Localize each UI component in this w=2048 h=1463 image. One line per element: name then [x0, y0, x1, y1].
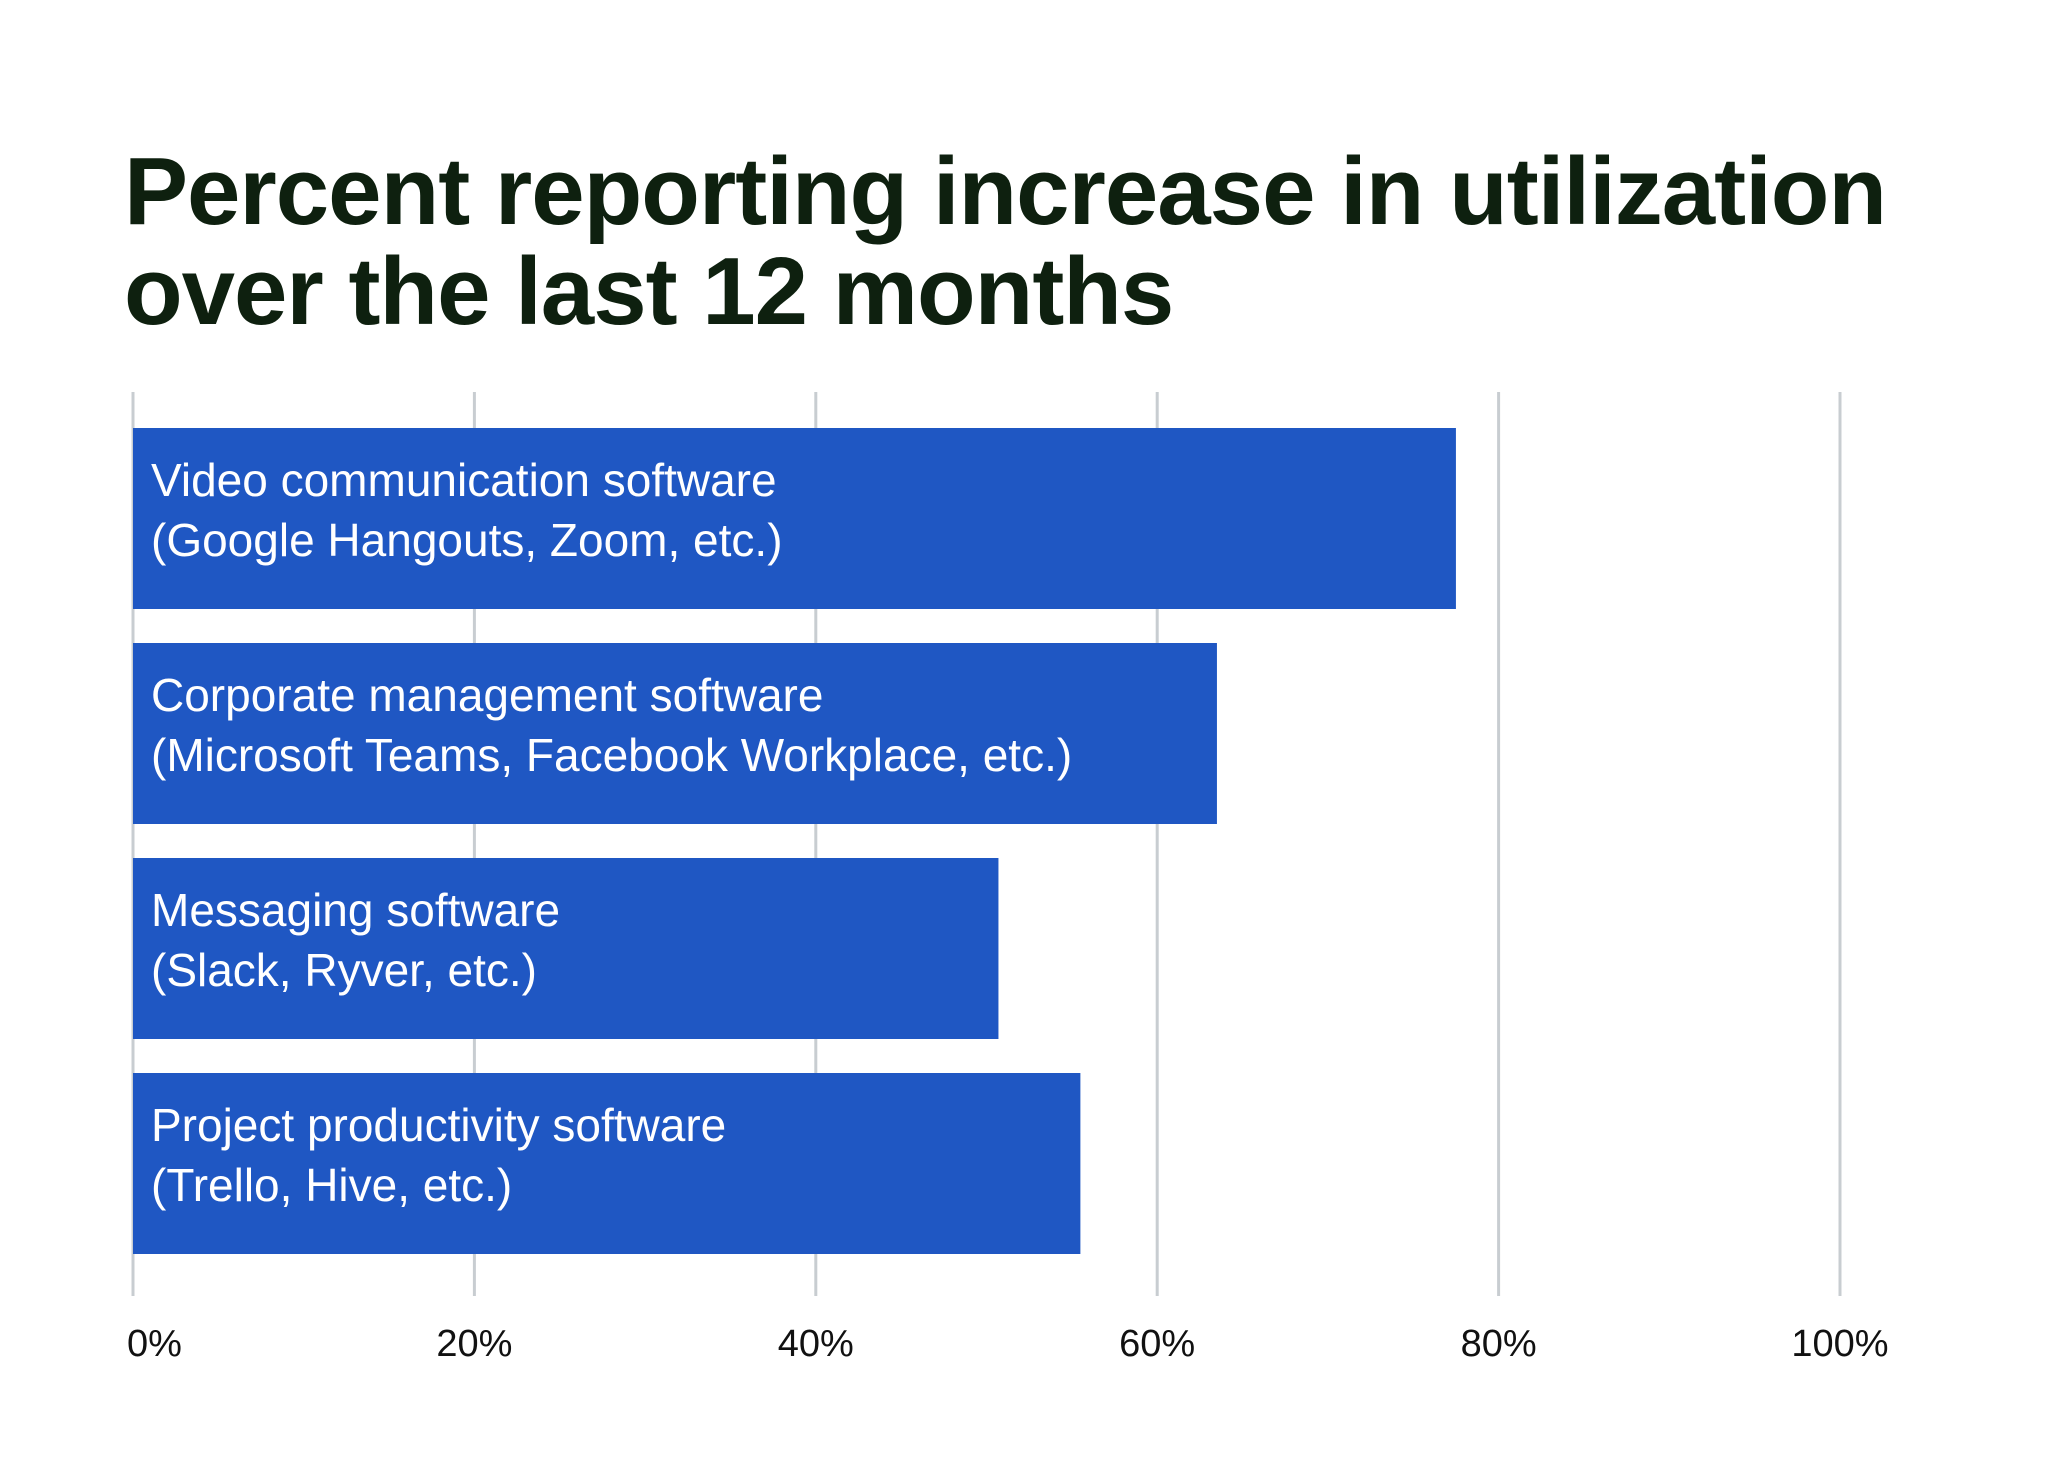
- bar-4-label-line-2: (Trello, Hive, etc.): [151, 1159, 512, 1211]
- chart-title-line-1: Percent reporting increase in utilizatio…: [124, 138, 1887, 245]
- bar-2-label-line-2: (Microsoft Teams, Facebook Workplace, et…: [151, 729, 1072, 781]
- x-tick-label-20pct: 20%: [436, 1323, 512, 1365]
- bar-1-label-line-1: Video communication software: [151, 454, 777, 506]
- bar-3-label-line-1: Messaging software: [151, 884, 560, 936]
- bar-4: [133, 1073, 1081, 1254]
- bar-2: [133, 643, 1217, 824]
- x-tick-label-100pct: 100%: [1791, 1323, 1888, 1365]
- chart-title: Percent reporting increase in utilizatio…: [124, 142, 1924, 342]
- x-tick-label-60pct: 60%: [1119, 1323, 1195, 1365]
- bar-1: [133, 428, 1456, 609]
- bar-3: [133, 858, 999, 1039]
- x-tick-label-80pct: 80%: [1461, 1323, 1537, 1365]
- bar-1-label-line-2: (Google Hangouts, Zoom, etc.): [151, 514, 783, 566]
- x-tick-label-40pct: 40%: [778, 1323, 854, 1365]
- bar-2-label-line-1: Corporate management software: [151, 669, 823, 721]
- x-tick-label-0pct: 0%: [127, 1323, 182, 1365]
- bar-4-label-line-1: Project productivity software: [151, 1099, 726, 1151]
- bar-3-label-line-2: (Slack, Ryver, etc.): [151, 944, 537, 996]
- chart-title-line-2: over the last 12 months: [124, 238, 1174, 345]
